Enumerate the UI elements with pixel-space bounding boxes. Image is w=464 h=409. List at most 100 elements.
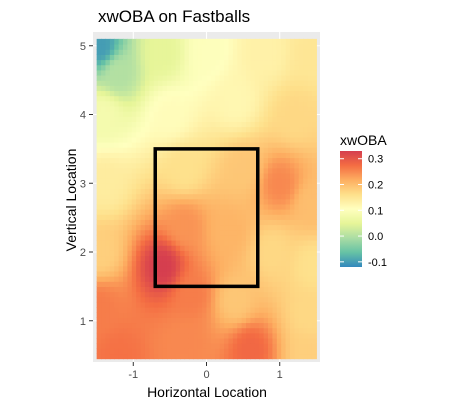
heatmap-tile	[285, 172, 291, 179]
heatmap-tile	[285, 121, 291, 128]
heatmap-tile	[272, 327, 278, 334]
heatmap-tile	[197, 157, 203, 164]
heatmap-tile	[272, 276, 278, 282]
heatmap-tile	[224, 260, 230, 267]
heatmap-tile	[272, 136, 278, 143]
heatmap-tile	[272, 142, 278, 148]
heatmap-tile	[219, 322, 225, 329]
heatmap-tile	[215, 291, 221, 298]
heatmap-tile	[131, 255, 137, 262]
heatmap-tile	[268, 270, 273, 277]
heatmap-tile	[118, 239, 124, 246]
heatmap-tile	[149, 90, 155, 97]
heatmap-tile	[166, 69, 172, 76]
heatmap-tile	[281, 327, 287, 334]
heatmap-tile	[232, 265, 238, 272]
heatmap-tile	[162, 214, 168, 220]
heatmap-tile	[224, 126, 230, 133]
heatmap-tile	[246, 198, 252, 205]
heatmap-tile	[175, 178, 181, 184]
heatmap-tile	[254, 327, 260, 334]
heatmap-tile	[109, 301, 115, 308]
heatmap-tile	[149, 167, 155, 174]
heatmap-tile	[254, 126, 260, 133]
heatmap-tile	[311, 147, 317, 153]
heatmap-tile	[184, 307, 190, 313]
heatmap-tile	[118, 348, 124, 355]
heatmap-tile	[263, 276, 269, 282]
heatmap-tile	[272, 111, 278, 117]
heatmap-tile	[307, 270, 313, 277]
heatmap-tile	[311, 105, 317, 112]
heatmap-tile	[180, 152, 186, 159]
heatmap-tile	[294, 131, 300, 138]
heatmap-tile	[180, 193, 186, 200]
legend-tick-label: 0.0	[368, 231, 383, 243]
heatmap-tile	[254, 348, 260, 355]
heatmap-tile	[136, 183, 142, 190]
heatmap-tile	[184, 142, 190, 148]
heatmap-tile	[136, 142, 142, 148]
heatmap-tile	[158, 286, 164, 293]
heatmap-tile	[144, 209, 150, 215]
heatmap-tile	[131, 260, 137, 267]
heatmap-tile	[294, 198, 300, 205]
heatmap-tile	[228, 90, 234, 97]
heatmap-tile	[123, 64, 129, 71]
heatmap-tile	[281, 49, 287, 55]
heatmap-tile	[237, 167, 243, 174]
heatmap-tile	[224, 54, 230, 61]
heatmap-tile	[144, 198, 150, 205]
heatmap-tile	[276, 260, 282, 267]
heatmap-tile	[118, 126, 124, 133]
heatmap-tile	[171, 312, 177, 318]
heatmap-tile	[118, 188, 124, 195]
heatmap-tile	[219, 178, 225, 184]
heatmap-tile	[96, 332, 102, 339]
heatmap-tile	[193, 343, 199, 349]
heatmap-tile	[228, 255, 234, 262]
heatmap-tile	[101, 312, 107, 318]
heatmap-tile	[237, 301, 243, 308]
heatmap-tile	[162, 270, 168, 277]
heatmap-tile	[158, 239, 164, 246]
heatmap-tile	[175, 183, 181, 190]
heatmap-tile	[180, 327, 186, 334]
heatmap-tile	[272, 281, 278, 287]
heatmap-tile	[263, 121, 269, 128]
heatmap-tile	[166, 343, 172, 349]
heatmap-tile	[237, 172, 243, 179]
heatmap-tile	[268, 296, 273, 303]
heatmap-tile	[298, 162, 304, 169]
heatmap-tile	[250, 162, 256, 169]
heatmap-tile	[210, 322, 216, 329]
heatmap-tile	[281, 343, 287, 349]
heatmap-tile	[180, 209, 186, 215]
heatmap-tile	[127, 147, 133, 153]
heatmap-tile	[276, 80, 282, 86]
heatmap-tile	[171, 343, 177, 349]
heatmap-tile	[307, 343, 313, 349]
heatmap-tile	[281, 162, 287, 169]
heatmap-tile	[285, 281, 291, 287]
heatmap-tile	[101, 85, 107, 92]
heatmap-tile	[123, 167, 129, 174]
heatmap-tile	[149, 69, 155, 76]
heatmap-tile	[131, 167, 137, 174]
heatmap-tile	[219, 317, 225, 324]
heatmap-tile	[127, 209, 133, 215]
heatmap-tile	[118, 38, 124, 45]
heatmap-tile	[219, 90, 225, 97]
heatmap-tile	[131, 95, 137, 102]
heatmap-tile	[289, 322, 295, 329]
heatmap-tile	[101, 353, 107, 360]
heatmap-tile	[171, 276, 177, 282]
heatmap-tile	[289, 157, 295, 164]
heatmap-tile	[307, 322, 313, 329]
heatmap-tile	[298, 142, 304, 148]
heatmap-tile	[158, 64, 164, 71]
heatmap-tile	[96, 327, 102, 334]
heatmap-tile	[272, 183, 278, 190]
heatmap-tile	[285, 291, 291, 298]
heatmap-tile	[206, 105, 212, 112]
